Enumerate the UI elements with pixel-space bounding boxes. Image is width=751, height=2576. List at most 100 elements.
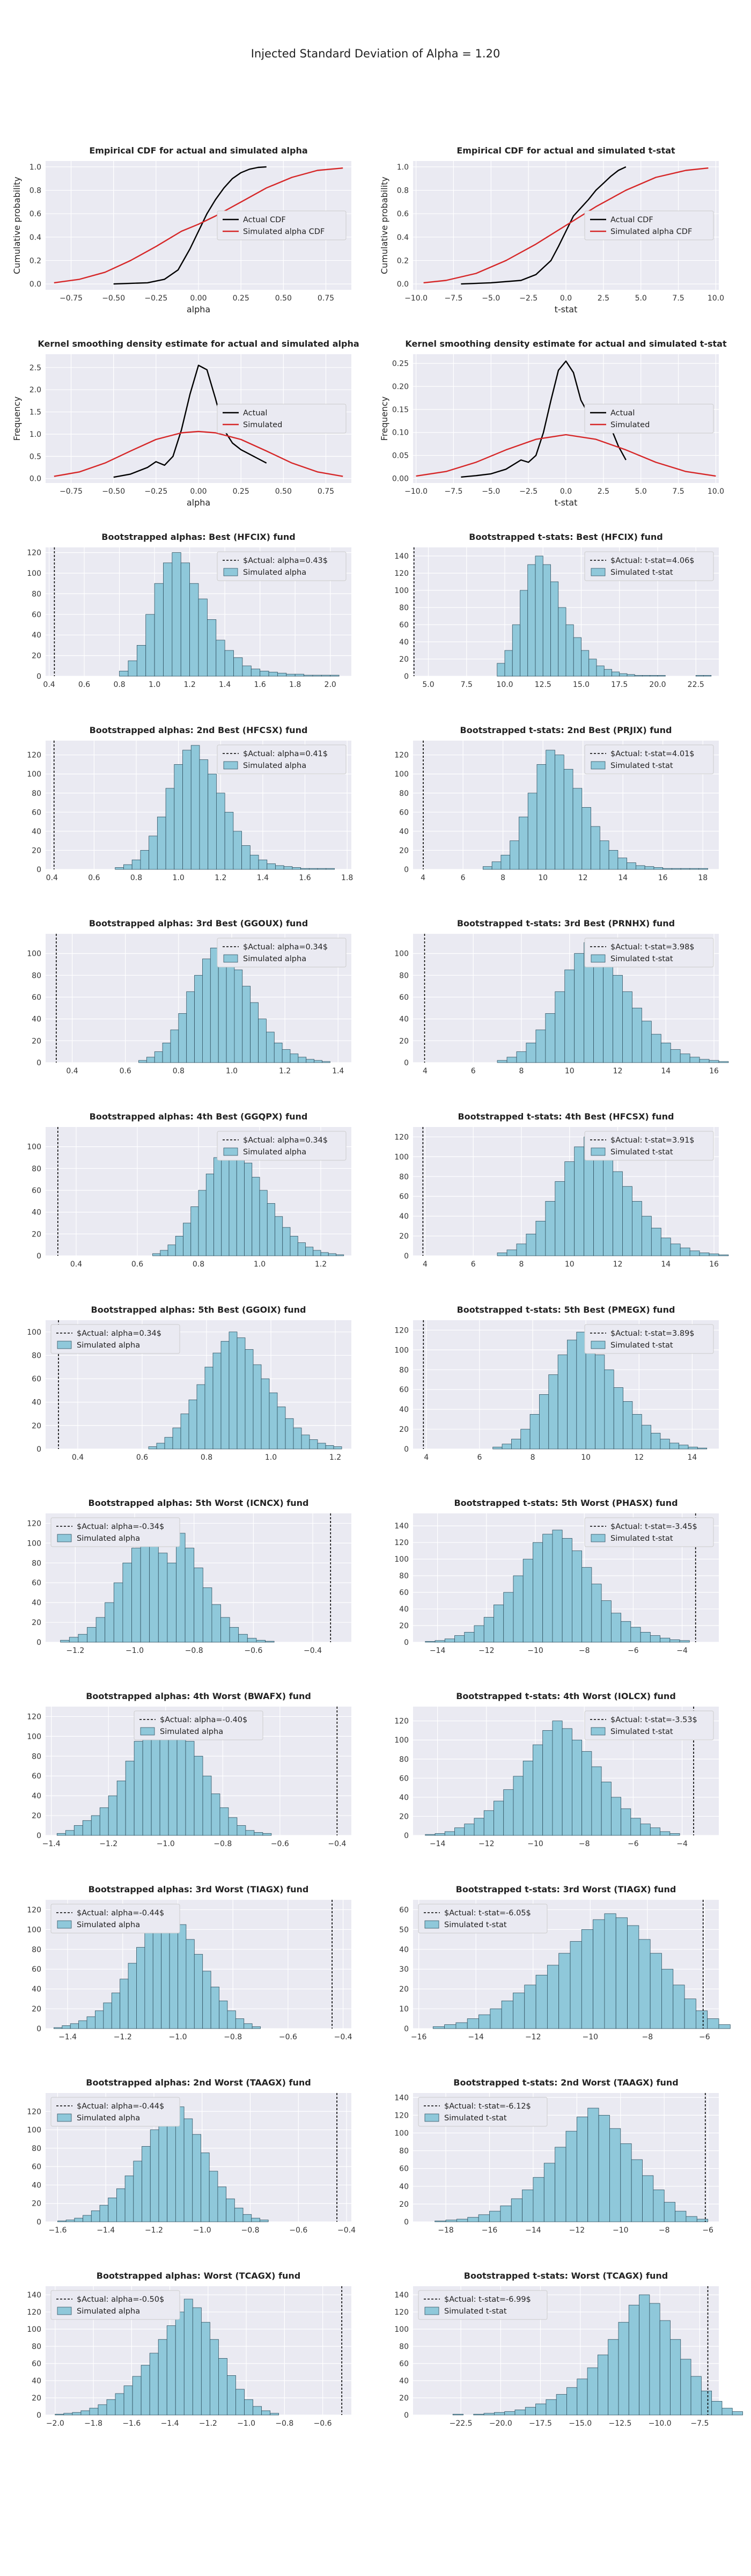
legend-label: $Actual: alpha=0.34$ — [77, 1329, 161, 1338]
y-tick-label: 80 — [32, 1165, 41, 1173]
y-tick-label: 100 — [27, 569, 41, 578]
legend-box — [50, 1517, 180, 1547]
histogram-bar — [581, 807, 591, 870]
chart-title: Bootstrapped t-stats: 2nd Worst (TAAGX) … — [453, 2077, 678, 2088]
histogram-bar — [555, 991, 565, 1063]
histogram-bar — [103, 2002, 112, 2029]
histogram-bar — [106, 2399, 116, 2416]
x-tick-label: −0.8 — [241, 2226, 259, 2235]
histogram-bar — [136, 1947, 145, 2029]
histogram-bar — [564, 969, 575, 1063]
legend: $Actual: alpha=-0.40$ Simulated alpha — [134, 1710, 263, 1740]
y-tick-label: 20 — [32, 846, 41, 855]
x-tick-label: −5.0 — [482, 487, 500, 496]
histogram-bar — [659, 2320, 671, 2416]
legend-label: Simulated alpha CDF — [243, 228, 325, 236]
x-tick-label: 14 — [661, 1067, 671, 1075]
y-tick-label: 40 — [32, 1399, 41, 1407]
y-tick-label: 60 — [399, 1589, 409, 1597]
chart-title: Bootstrapped t-stats: 5th Worst (PHASX) … — [454, 1498, 678, 1508]
histogram-bar — [211, 1794, 220, 1836]
histogram-bar — [444, 1638, 455, 1643]
histogram-bar — [168, 1734, 178, 1836]
histogram-bar — [226, 953, 235, 1063]
histogram-bar — [581, 1751, 592, 1836]
y-tick-label: 120 — [394, 1717, 409, 1726]
histogram-bar — [492, 1446, 503, 1450]
histogram-bar — [630, 1818, 641, 1836]
x-tick-label: −1.2 — [145, 2226, 163, 2235]
histogram-bar — [218, 2358, 227, 2416]
histogram-bar — [270, 2413, 279, 2416]
y-tick-label: 100 — [27, 1926, 41, 1934]
histogram-bar — [176, 1533, 186, 1643]
x-tick-label: −4 — [676, 1840, 688, 1848]
legend-box — [217, 210, 347, 240]
histogram-bar — [236, 1152, 245, 1256]
x-tick-label: −1.2 — [199, 2419, 217, 2428]
x-tick-label: −17.5 — [529, 2419, 552, 2428]
histogram-bar — [196, 1384, 205, 1450]
chart-title: Bootstrapped t-stats: Worst (TCAGX) fund — [464, 2271, 668, 2281]
y-tick-label: 80 — [399, 789, 409, 798]
histogram-bar — [661, 1968, 674, 2029]
y-tick-label: 40 — [399, 1015, 409, 1024]
legend-patch-swatch — [591, 1147, 606, 1156]
histogram-bar — [454, 1827, 465, 1836]
y-axis-label: Cumulative probability — [379, 177, 389, 274]
histogram-bar — [572, 788, 583, 870]
x-tick-label: 7.5 — [672, 487, 684, 496]
legend: $Actual: t-stat=-6.99$ Simulated t-stat — [418, 2290, 548, 2320]
chart-panel-20: −1.6 −1.4 −1.2 −1.0 −0.8 −0.6 −0.4 0 20 40 60 80 100… — [27, 2077, 356, 2235]
x-tick-label: −10 — [527, 1840, 543, 1848]
histogram-bar — [251, 2218, 260, 2222]
histogram-bar — [189, 583, 199, 677]
x-tick-label: 8 — [519, 1067, 524, 1075]
histogram-bar — [65, 2220, 75, 2222]
histogram-bar — [587, 2107, 599, 2222]
chart-panel-8: 0.4 0.6 0.8 1.0 1.2 1.4 0 20 40 60 80 100 Bootstrapp… — [27, 918, 351, 1075]
legend-label: $Actual: alpha=-0.44$ — [77, 1909, 164, 1918]
legend-label: Simulated alpha — [243, 1148, 306, 1157]
y-tick-label: 80 — [399, 1173, 409, 1181]
series-line — [54, 430, 343, 477]
histogram-bar — [221, 1146, 230, 1256]
histogram-bar — [242, 2214, 252, 2222]
histogram-bar — [622, 991, 632, 1063]
chart-title: Bootstrapped alphas: 2nd Worst (TAAGX) f… — [86, 2077, 311, 2088]
y-tick-label: 20 — [32, 2005, 41, 2014]
x-tick-label: −7.5 — [690, 2419, 709, 2428]
y-tick-label: 1.0 — [30, 163, 41, 172]
x-tick-label: −6 — [702, 2226, 713, 2235]
y-tick-label: 60 — [399, 621, 409, 630]
histogram-bar — [613, 1387, 623, 1450]
x-tick-label: −12 — [569, 2226, 585, 2235]
histogram-bar — [497, 663, 505, 677]
y-tick-label: 80 — [32, 2145, 41, 2153]
histogram-bar — [690, 2376, 702, 2416]
chart-title: Bootstrapped alphas: 3rd Worst (TIAGX) f… — [89, 1884, 309, 1894]
x-tick-label: −10.0 — [404, 294, 428, 303]
histogram-bar — [581, 1929, 594, 2029]
histogram-bar — [317, 1443, 326, 1450]
histogram-bar — [603, 958, 613, 1063]
y-tick-label: 100 — [27, 770, 41, 779]
histogram-bar — [653, 867, 664, 870]
y-tick-label: 120 — [27, 549, 41, 558]
x-tick-label: 12 — [634, 1453, 644, 1462]
y-tick-label: 0.10 — [392, 429, 409, 437]
x-tick-label: 17.5 — [611, 680, 628, 689]
x-tick-label: 0.6 — [78, 680, 90, 689]
y-tick-label: 40 — [32, 1985, 41, 1994]
legend: Actual Simulated — [584, 404, 714, 434]
legend-box — [584, 1324, 714, 1354]
histogram-bar — [664, 2202, 675, 2222]
y-tick-label: 60 — [32, 1375, 41, 1384]
histogram-bar — [267, 863, 276, 870]
x-tick-label: 0.6 — [131, 1260, 143, 1269]
histogram-bar — [634, 675, 643, 677]
histogram-bar — [526, 1042, 536, 1063]
histogram-bar — [233, 657, 243, 677]
histogram-bar — [631, 2159, 643, 2222]
y-tick-label: 10 — [399, 2005, 409, 2014]
